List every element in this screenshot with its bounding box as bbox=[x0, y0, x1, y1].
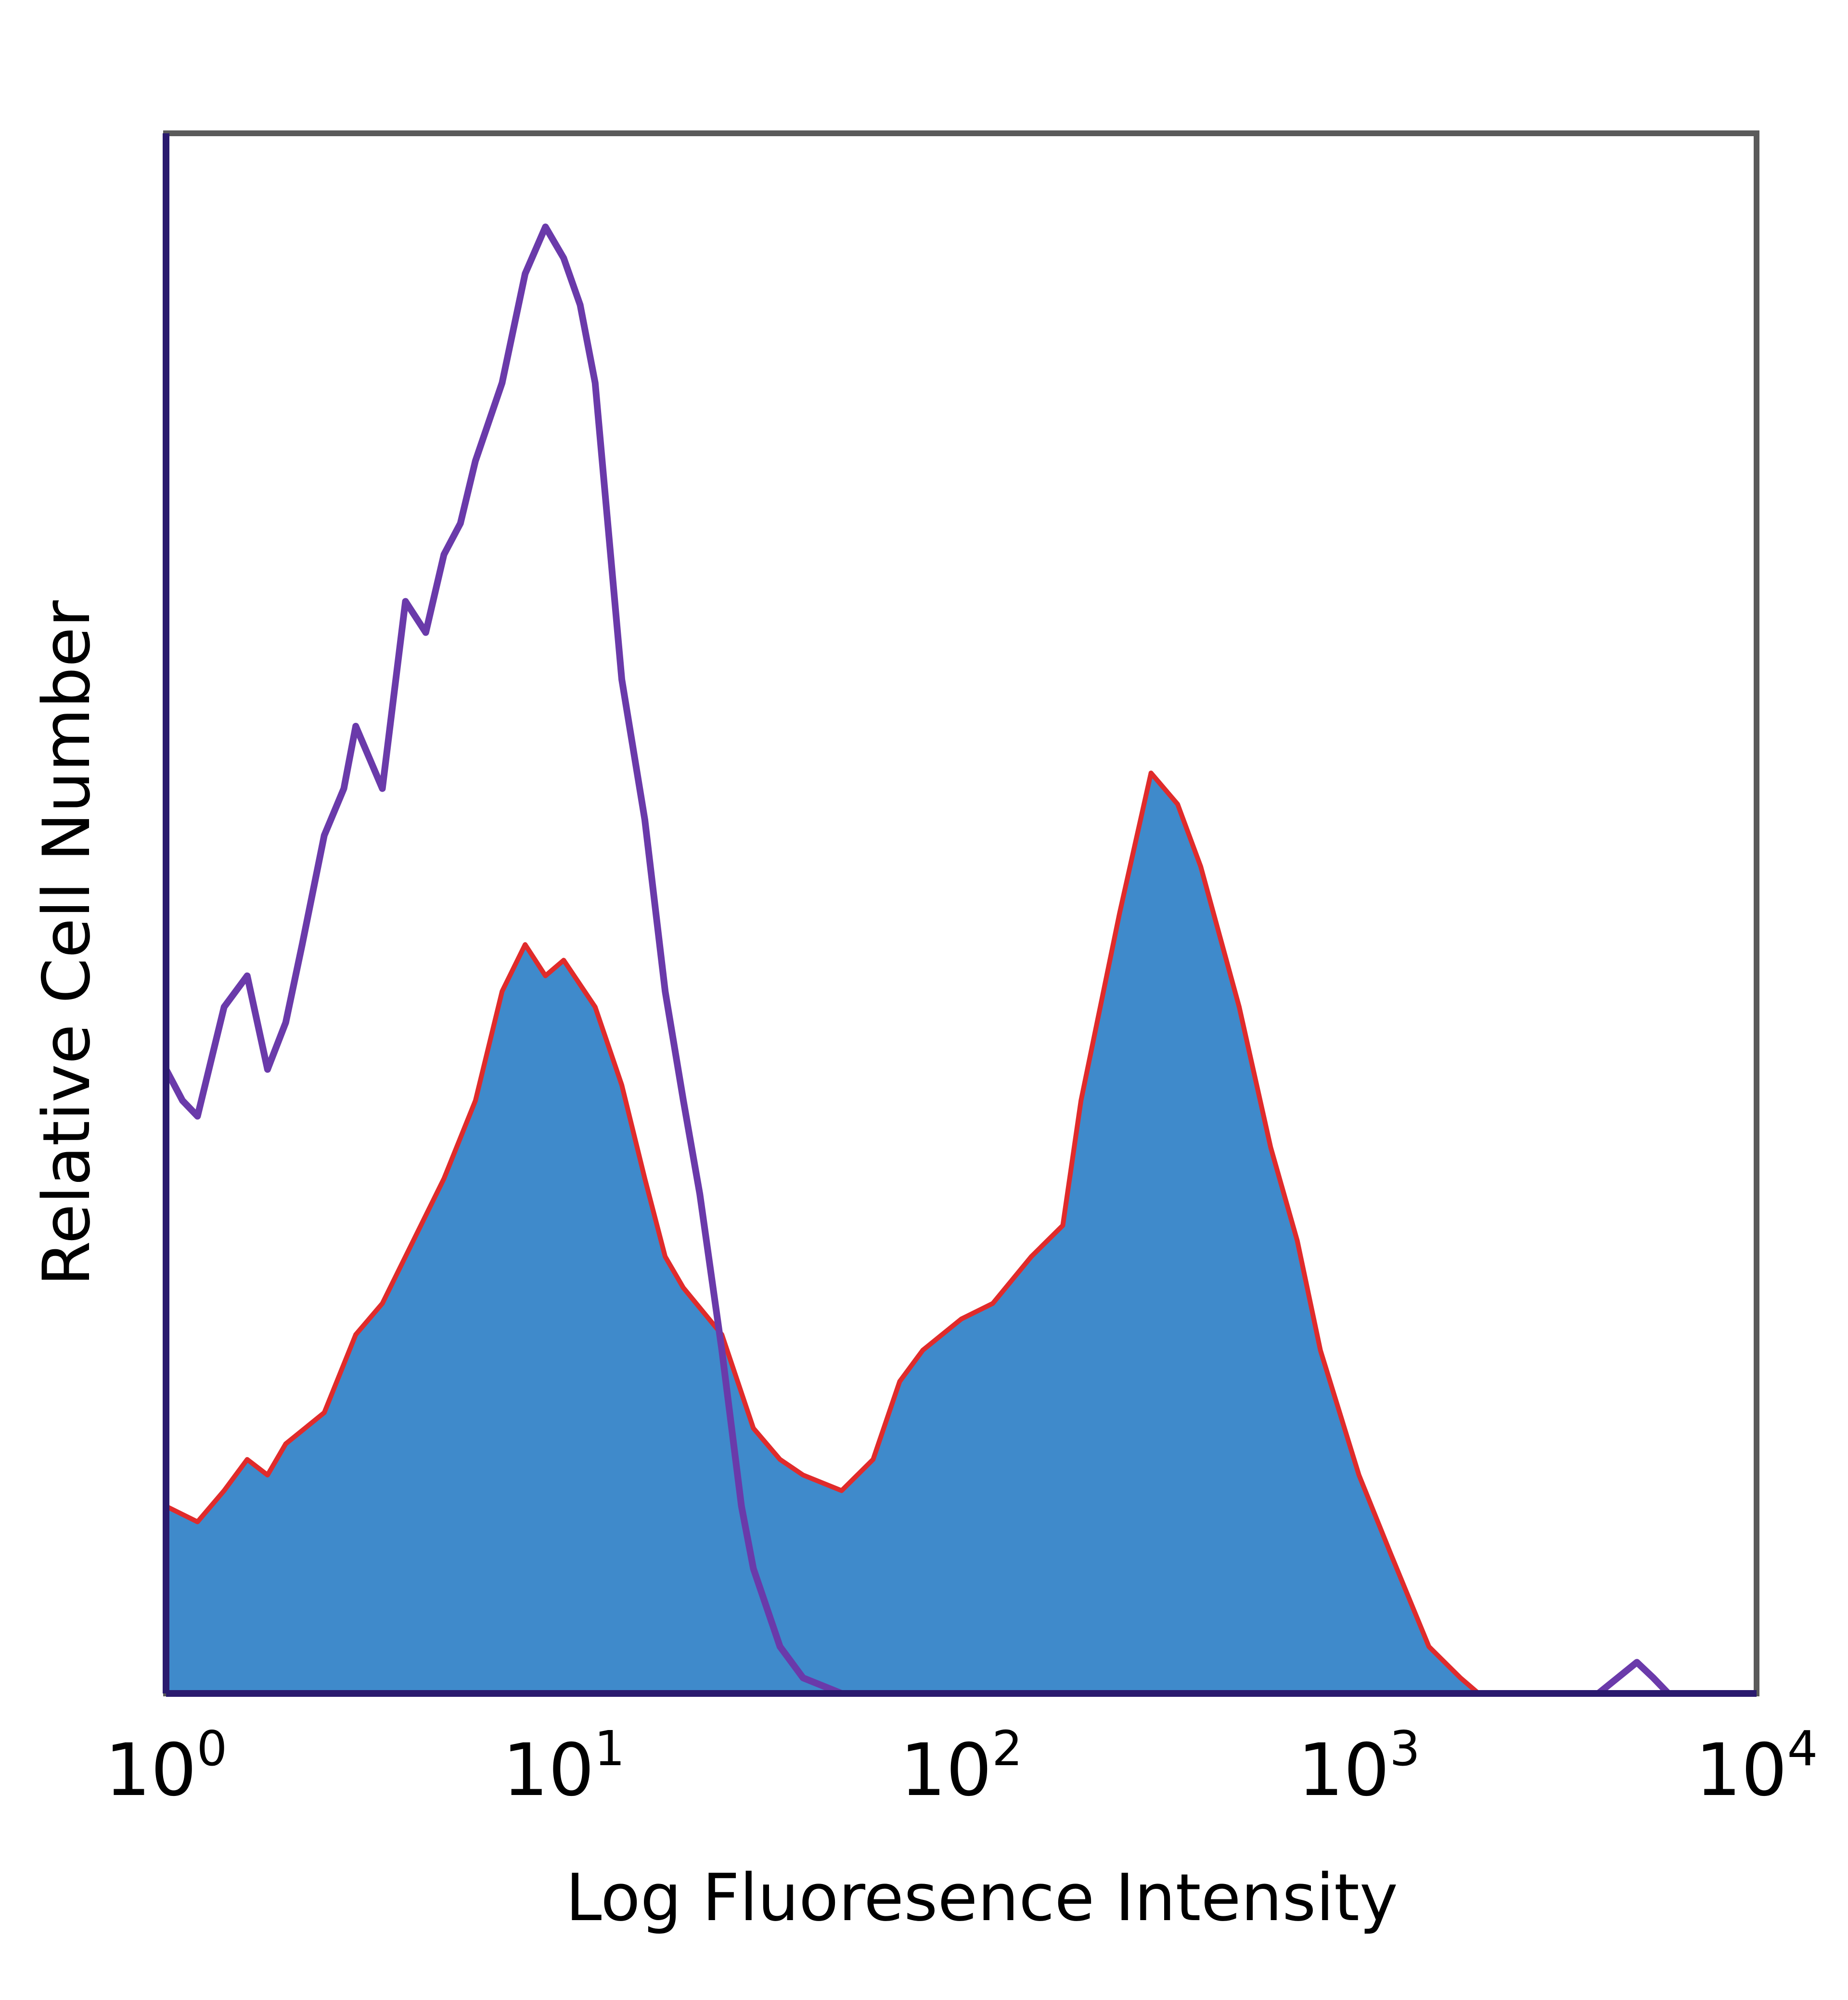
x-tick-base: 10 bbox=[502, 1729, 594, 1812]
x-tick-label: 101 bbox=[502, 1720, 625, 1812]
histogram-filled-edge-line bbox=[165, 770, 1757, 1696]
x-tick-exponent: 2 bbox=[992, 1720, 1023, 1777]
x-tick-base: 10 bbox=[105, 1729, 197, 1812]
x-tick-exponent: 4 bbox=[1787, 1720, 1818, 1777]
histogram-filled-area bbox=[166, 773, 1757, 1693]
x-tick-label: 102 bbox=[900, 1720, 1023, 1812]
x-tick-label: 104 bbox=[1695, 1720, 1818, 1812]
x-axis-title: Log Fluoresence Intensity bbox=[565, 1860, 1398, 1936]
x-tick-labels: 100 101 102 103 104 bbox=[105, 1720, 1818, 1812]
x-tick-base: 10 bbox=[1298, 1729, 1390, 1812]
x-tick-label: 103 bbox=[1298, 1720, 1421, 1812]
y-axis-title: Relative Cell Number bbox=[29, 600, 104, 1286]
x-tick-label: 100 bbox=[105, 1720, 228, 1812]
x-tick-base: 10 bbox=[1695, 1729, 1787, 1812]
x-tick-exponent: 3 bbox=[1389, 1720, 1420, 1777]
x-tick-exponent: 1 bbox=[594, 1720, 625, 1777]
x-tick-exponent: 0 bbox=[197, 1720, 228, 1777]
x-tick-base: 10 bbox=[900, 1729, 992, 1812]
series-layer bbox=[163, 223, 1757, 1697]
